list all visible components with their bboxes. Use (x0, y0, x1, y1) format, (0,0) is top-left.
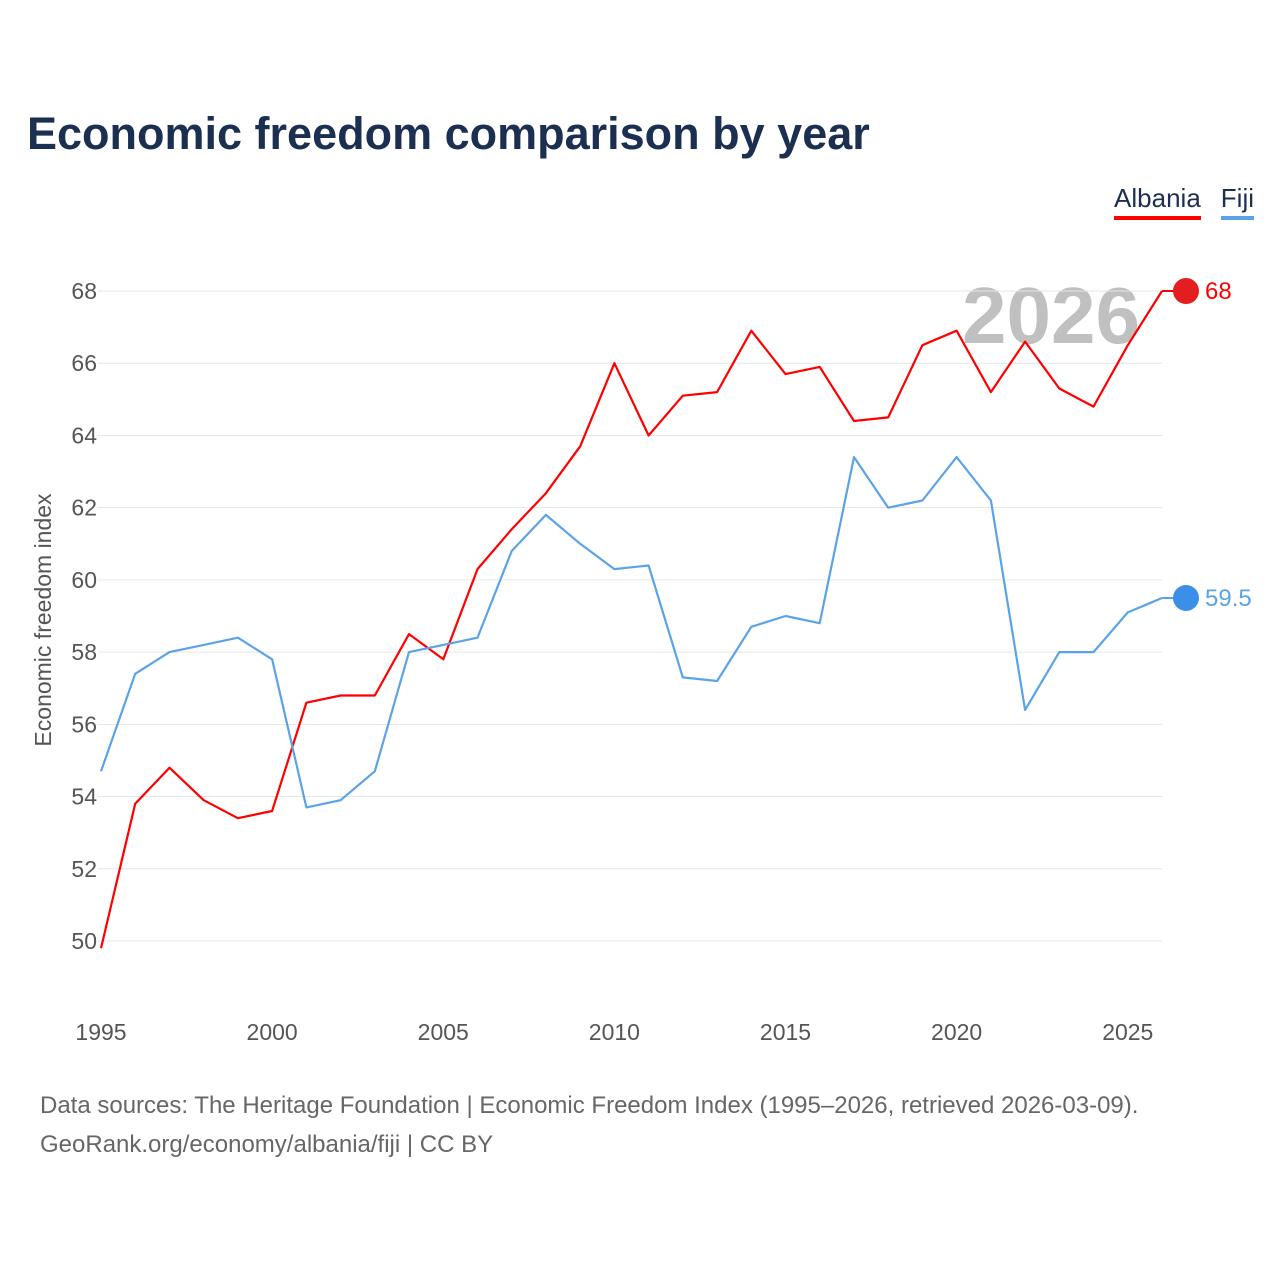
legend-item-fiji[interactable]: Fiji (1220, 183, 1254, 220)
x-tick-label: 2005 (418, 1019, 469, 1045)
legend: Albania Fiji (1114, 183, 1254, 220)
y-tick-label: 62 (71, 495, 97, 521)
y-tick-label: 58 (71, 639, 97, 665)
year-watermark: 2026 (962, 271, 1140, 360)
y-tick-label: 68 (71, 278, 97, 304)
x-tick-label: 2010 (589, 1019, 640, 1045)
flag-icon-fiji (1173, 584, 1199, 611)
y-tick-label: 52 (71, 856, 97, 882)
attribution-text: GeoRank.org/economy/albania/fiji | CC BY (40, 1131, 494, 1158)
source-text: Data sources: The Heritage Foundation | … (40, 1092, 1139, 1119)
end-value-label: 68 (1205, 278, 1232, 305)
y-axis-label: Economic freedom index (30, 493, 56, 747)
x-tick-label: 2015 (760, 1019, 811, 1045)
y-tick-label: 66 (71, 350, 97, 376)
x-tick-label: 1995 (75, 1019, 126, 1045)
x-tick-label: 2020 (931, 1019, 982, 1045)
chart-title: Economic freedom comparison by year (27, 108, 870, 159)
y-tick-label: 56 (71, 711, 97, 737)
x-tick-label: 2025 (1102, 1019, 1153, 1045)
end-value-label: 59.5 (1205, 585, 1252, 612)
flag-icon-albania (1173, 278, 1199, 305)
series-line-albania (99, 290, 1163, 949)
y-tick-label: 54 (71, 784, 97, 810)
y-tick-label: 50 (71, 928, 97, 954)
footer: Data sources: The Heritage Foundation | … (40, 1086, 1138, 1164)
y-tick-label: 64 (71, 422, 97, 448)
x-tick-label: 2000 (247, 1019, 298, 1045)
legend-item-albania[interactable]: Albania (1114, 183, 1201, 220)
series-line-fiji (99, 456, 1163, 809)
y-tick-label: 60 (71, 567, 97, 593)
